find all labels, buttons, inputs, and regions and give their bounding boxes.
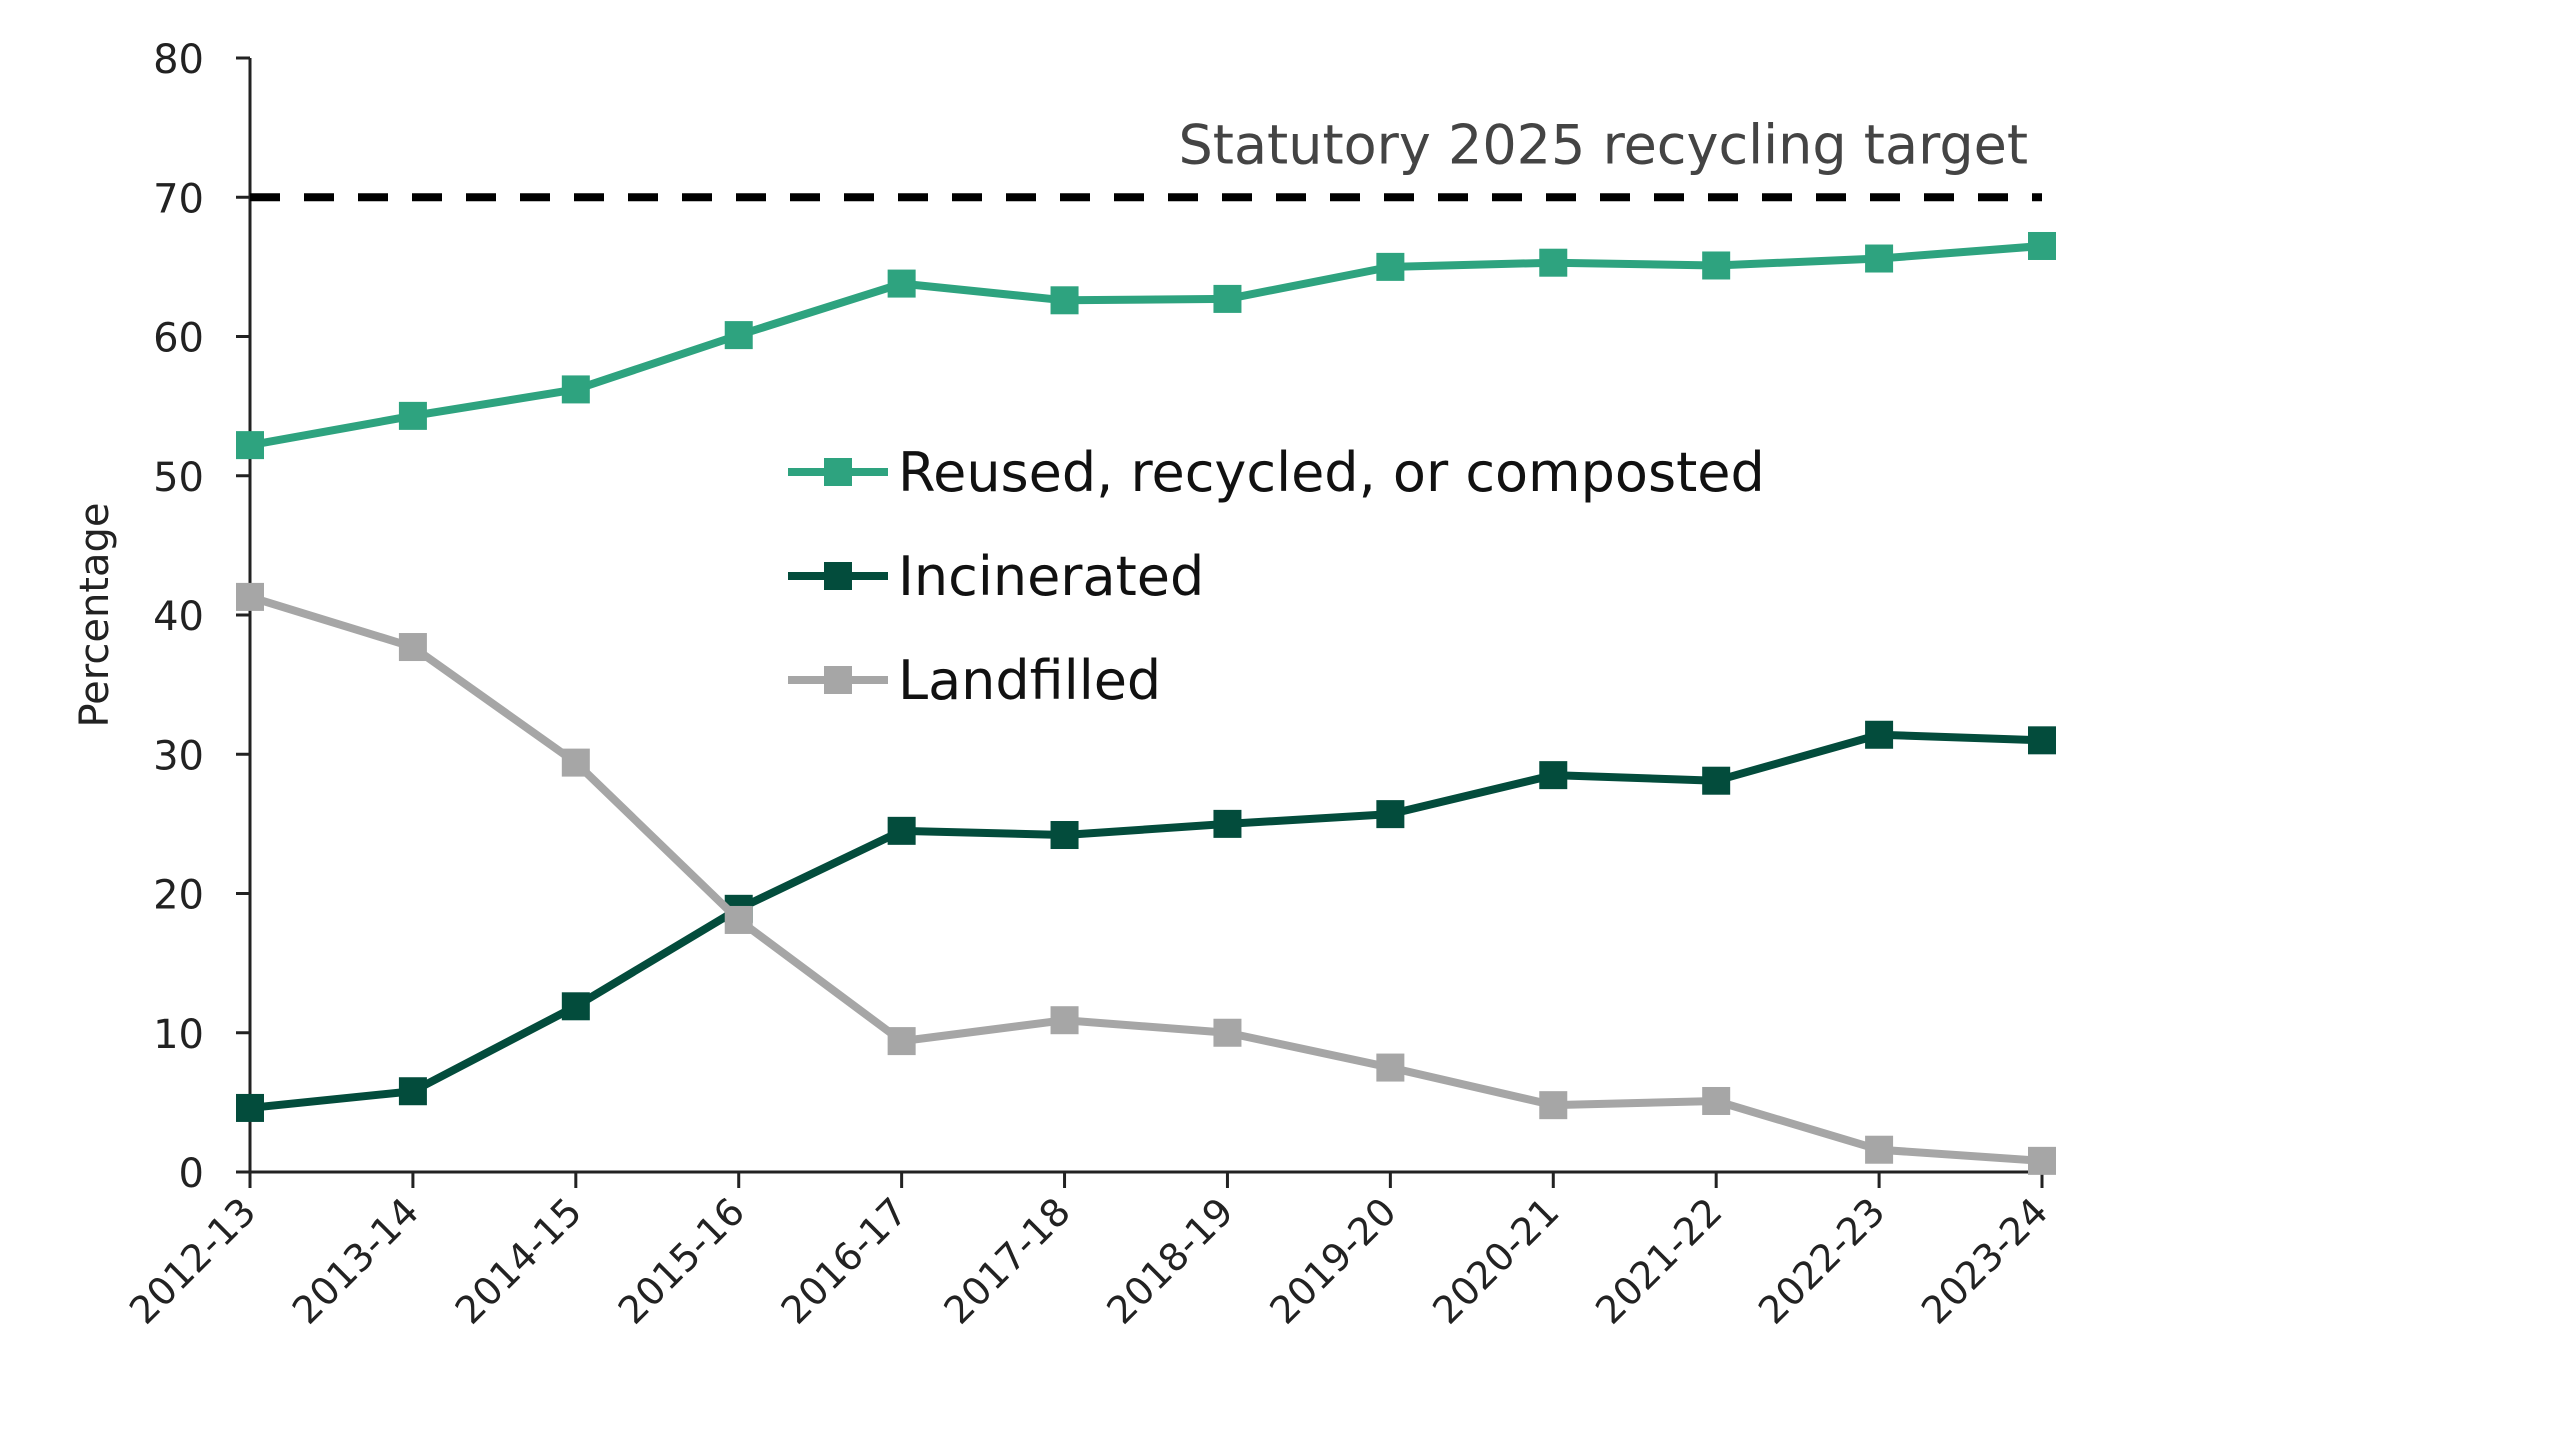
legend-label-incinerated: Incinerated [898,545,1204,608]
legend-swatch-marker-incinerated [824,562,852,590]
point-reused-recycled-or-composted-2019-20 [1376,252,1405,281]
point-incinerated-2018-19 [1213,809,1242,838]
legend-item-incinerated: Incinerated [788,545,1204,608]
point-landfilled-2017-18 [1050,1006,1079,1035]
legend: Reused, recycled, or composted Incinerate… [788,441,1765,712]
point-incinerated-2017-18 [1050,821,1079,850]
point-incinerated-2021-22 [1702,766,1731,795]
series-landfilled [236,582,2056,1175]
y-tick-label-40: 40 [153,594,204,640]
target-line-label: Statutory 2025 recycling target [1179,113,2029,176]
x-tick-label-2023-24: 2023-24 [1913,1189,2056,1332]
y-tick-label-80: 80 [153,37,204,83]
y-tick-label-50: 50 [153,455,204,501]
point-reused-recycled-or-composted-2022-23 [1865,244,1894,273]
x-tick-label-2017-18: 2017-18 [936,1189,1079,1332]
x-tick-label-2022-23: 2022-23 [1750,1189,1893,1332]
x-tick-label-2019-20: 2019-20 [1261,1189,1404,1332]
point-incinerated-2013-14 [398,1077,427,1106]
point-reused-recycled-or-composted-2020-21 [1539,248,1568,277]
point-reused-recycled-or-composted-2023-24 [2028,231,2056,260]
point-incinerated-2020-21 [1539,761,1568,790]
y-tick-label-10: 10 [153,1012,204,1058]
point-incinerated-2022-23 [1865,720,1894,749]
point-landfilled-2015-16 [724,905,753,934]
y-tick-label-20: 20 [153,873,204,919]
y-tick-label-60: 60 [153,316,204,362]
x-tick-label-2014-15: 2014-15 [447,1189,590,1332]
series-group [236,231,2056,1175]
legend-item-reused-recycled-or-composted: Reused, recycled, or composted [788,441,1765,504]
legend-label-reused-recycled-or-composted: Reused, recycled, or composted [898,441,1765,504]
target-line-group: Statutory 2025 recycling target [250,113,2042,202]
series-line-incinerated [249,730,2043,1112]
point-landfilled-2013-14 [398,633,427,662]
point-incinerated-2014-15 [561,992,590,1021]
series-line-reused-recycled-or-composted [249,241,2043,450]
point-landfilled-2020-21 [1539,1091,1568,1120]
point-incinerated-2019-20 [1376,800,1405,829]
y-axis-title: Percentage [72,502,118,727]
point-incinerated-2012-13 [236,1093,264,1122]
point-incinerated-2016-17 [887,816,916,845]
point-reused-recycled-or-composted-2017-18 [1050,286,1079,315]
point-reused-recycled-or-composted-2016-17 [887,269,916,298]
point-reused-recycled-or-composted-2015-16 [724,321,753,350]
x-tick-label-2015-16: 2015-16 [610,1189,753,1332]
x-tick-label-2013-14: 2013-14 [284,1189,427,1332]
point-landfilled-2021-22 [1702,1086,1731,1115]
y-tick-label-70: 70 [153,176,204,222]
x-tick-label-2021-22: 2021-22 [1587,1189,1730,1332]
series-line-landfilled [248,593,2043,1165]
y-tick-label-0: 0 [179,1151,204,1197]
series-reused-recycled-or-composted [236,231,2056,460]
legend-swatch-marker-reused-recycled-or-composted [824,458,852,486]
point-landfilled-2012-13 [236,582,264,611]
x-tick-label-2020-21: 2020-21 [1424,1189,1567,1332]
series-incinerated [236,720,2056,1122]
y-tick-label-30: 30 [153,733,204,779]
point-landfilled-2022-23 [1865,1135,1894,1164]
point-landfilled-2016-17 [887,1027,916,1056]
point-reused-recycled-or-composted-2021-22 [1702,251,1731,280]
point-reused-recycled-or-composted-2013-14 [398,401,427,430]
legend-swatch-marker-landfilled [824,666,852,694]
legend-label-landfilled: Landfilled [898,649,1161,712]
point-landfilled-2019-20 [1376,1053,1405,1082]
x-tick-label-2016-17: 2016-17 [773,1189,916,1332]
x-tick-label-2018-19: 2018-19 [1098,1189,1241,1332]
point-reused-recycled-or-composted-2012-13 [236,431,264,460]
legend-item-landfilled: Landfilled [788,649,1161,712]
point-incinerated-2023-24 [2028,726,2056,755]
point-reused-recycled-or-composted-2014-15 [561,375,590,404]
point-reused-recycled-or-composted-2018-19 [1213,284,1242,313]
x-tick-label-2012-13: 2012-13 [121,1189,264,1332]
point-landfilled-2023-24 [2028,1146,2056,1175]
point-landfilled-2014-15 [561,748,590,777]
point-landfilled-2018-19 [1213,1018,1242,1047]
